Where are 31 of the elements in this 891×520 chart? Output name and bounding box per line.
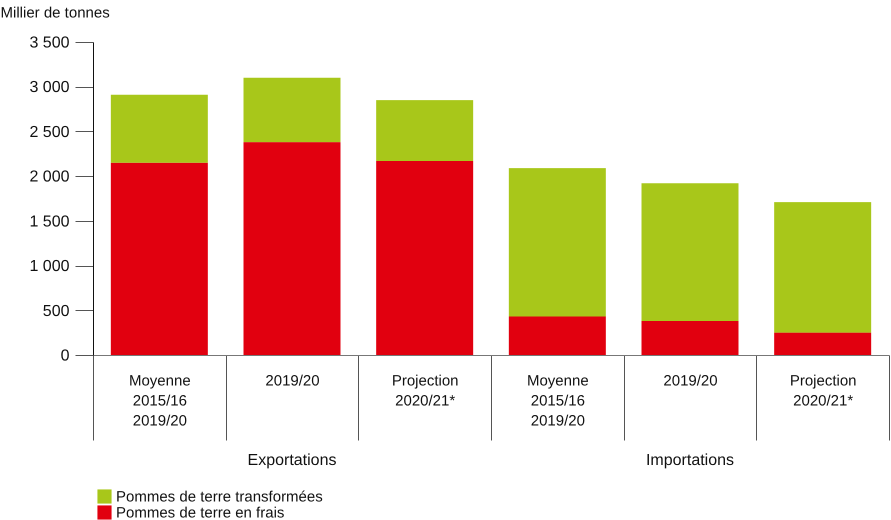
text: Exportations bbox=[248, 452, 336, 469]
x-tick-label: Projection 2020/21* bbox=[790, 372, 857, 410]
legend-label: Pommes de terre en frais bbox=[116, 504, 284, 520]
bar bbox=[244, 78, 340, 142]
y-tick-label: 1 500 bbox=[29, 213, 70, 230]
x-tick-label: Moyenne 2015/16 2019/20 bbox=[128, 372, 191, 430]
bar bbox=[774, 332, 872, 355]
y-tick-label: 2 000 bbox=[29, 168, 70, 186]
x-tick-label: 2019/20 bbox=[265, 372, 320, 390]
y-tick-label: 2 500 bbox=[29, 124, 70, 141]
y-tick-label: 1 000 bbox=[29, 258, 70, 276]
bar bbox=[244, 142, 340, 355]
bar bbox=[110, 162, 208, 355]
x-tick-label: 2019/20 bbox=[663, 372, 718, 390]
text: Importations bbox=[646, 452, 734, 469]
bar bbox=[376, 100, 474, 161]
y-tick-label: 0 bbox=[60, 348, 70, 364]
bar bbox=[774, 202, 872, 333]
y-tick-label: 3 500 bbox=[29, 34, 70, 52]
bar bbox=[376, 160, 474, 355]
x-tick-label: Projection 2020/21* bbox=[392, 372, 459, 410]
y-tick-label: 500 bbox=[42, 302, 70, 320]
y-axis-title: Millier de tonnes bbox=[0, 4, 110, 22]
legend-label: Pommes de terre transformées bbox=[116, 488, 323, 506]
bar bbox=[508, 168, 606, 317]
bar bbox=[508, 316, 606, 355]
bar bbox=[110, 94, 208, 163]
x-tick-label: Moyenne 2015/16 2019/20 bbox=[526, 372, 589, 430]
bar bbox=[642, 183, 738, 322]
y-tick-label: 3 000 bbox=[29, 79, 70, 96]
bar bbox=[642, 321, 738, 355]
